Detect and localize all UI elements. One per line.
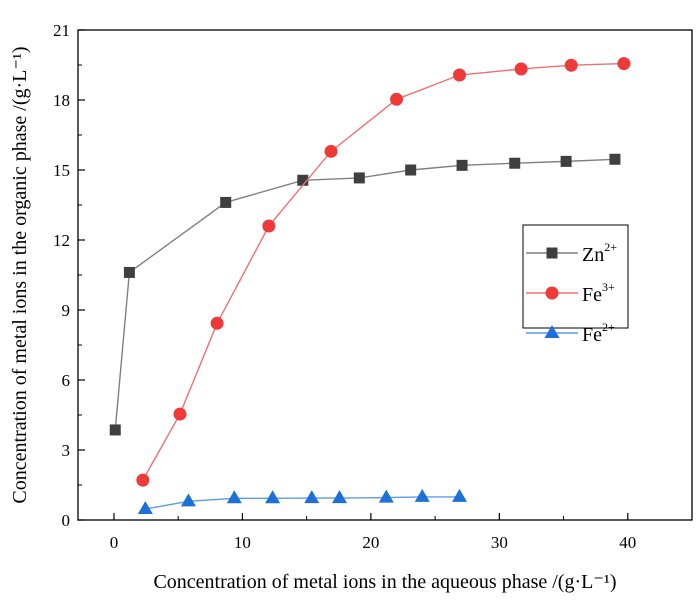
data-point	[226, 490, 242, 504]
data-point	[405, 164, 417, 176]
data-point	[332, 490, 348, 504]
y-axis-label: Concentration of metal ions in the organ…	[9, 46, 31, 503]
data-point	[564, 58, 578, 72]
series-line	[142, 62, 624, 481]
data-point	[617, 57, 631, 71]
y-tick-label: 18	[53, 91, 70, 110]
series-fe2plus	[137, 488, 468, 515]
y-tick-label: 6	[62, 371, 71, 390]
legend-label: Fe3+	[582, 280, 615, 306]
legend-label: Zn2+	[582, 240, 617, 266]
series-fe3plus	[136, 57, 631, 487]
data-point	[456, 159, 468, 171]
data-point	[378, 489, 394, 503]
data-point	[353, 172, 365, 184]
y-tick-label: 9	[62, 301, 71, 320]
data-point	[173, 407, 187, 421]
legend-marker	[544, 325, 560, 338]
y-tick-label: 15	[53, 161, 70, 180]
data-point	[453, 68, 467, 82]
data-point	[137, 501, 153, 515]
data-point	[262, 219, 276, 233]
legend-box	[522, 224, 629, 329]
series-line	[114, 158, 615, 430]
x-axis-label: Concentration of metal ions in the aqueo…	[153, 571, 616, 593]
x-tick-label: 10	[234, 533, 251, 552]
axis-ticks: 0 10 20 30 40 0 3 6 9 12 15 18 21	[53, 21, 636, 552]
legend-marker	[545, 286, 559, 300]
x-tick-label: 20	[362, 533, 379, 552]
x-tick-label: 0	[110, 533, 119, 552]
data-point	[265, 490, 281, 504]
y-tick-label: 0	[62, 511, 71, 530]
legend-label: Fe2+	[582, 320, 615, 346]
data-point	[324, 144, 338, 158]
legend: Zn2+ Fe3+ Fe2+	[522, 224, 629, 346]
y-tick-label: 21	[53, 21, 70, 40]
data-point	[560, 155, 572, 167]
data-point	[297, 174, 309, 186]
data-point	[123, 266, 135, 278]
series-group	[109, 57, 631, 515]
y-tick-label: 3	[62, 441, 71, 460]
data-point	[514, 62, 528, 76]
x-tick-label: 40	[619, 533, 636, 552]
x-tick-label: 30	[491, 533, 508, 552]
data-point	[304, 490, 320, 504]
data-point	[452, 488, 468, 502]
data-point	[414, 488, 430, 502]
legend-marker	[546, 247, 558, 259]
data-point	[220, 196, 232, 208]
data-point	[210, 316, 224, 330]
data-point	[509, 157, 521, 169]
data-point	[390, 92, 404, 106]
data-point	[609, 153, 621, 165]
y-tick-label: 12	[53, 231, 70, 250]
data-point	[109, 424, 121, 436]
data-point	[180, 493, 196, 507]
series-zn2plus	[109, 153, 621, 436]
data-point	[136, 473, 150, 487]
